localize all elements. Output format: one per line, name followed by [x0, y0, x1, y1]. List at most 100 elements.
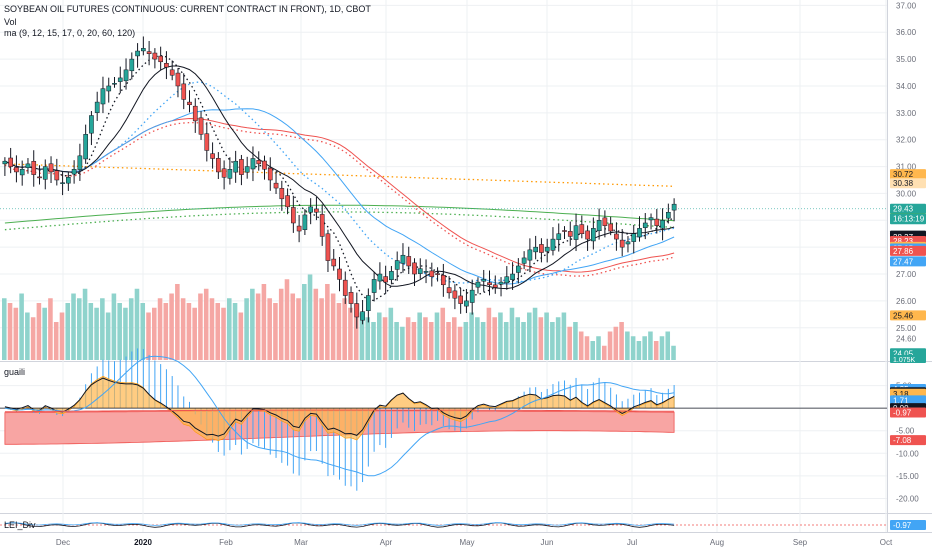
volume-bar — [192, 307, 197, 360]
volume-bar — [382, 317, 388, 360]
y-tick-label: 27.00 — [896, 270, 917, 279]
volume-bar — [244, 298, 249, 360]
volume-legend-label[interactable]: Vol — [4, 17, 17, 27]
volume-bar — [405, 317, 411, 360]
volume-bar — [602, 345, 607, 360]
candle-body — [198, 117, 204, 135]
candle-body — [285, 195, 290, 208]
candle-body — [135, 50, 140, 57]
volume-bar — [255, 293, 261, 360]
symbol-title[interactable]: SOYBEAN OIL FUTURES (CONTINUOUS: CURRENT… — [4, 4, 371, 14]
volume-bar — [503, 322, 509, 360]
y-tick-label: 33.00 — [896, 109, 917, 118]
osc-value-tag — [890, 395, 926, 406]
osc-value-tag-label: 1.71 — [893, 396, 909, 405]
candle-body — [158, 55, 163, 63]
candle-body — [31, 161, 37, 175]
candle-body — [596, 220, 602, 231]
osc-value-tag-label: -0.97 — [893, 409, 912, 418]
candle-body — [527, 249, 533, 261]
candle-body — [227, 169, 233, 179]
candle-body — [331, 258, 337, 267]
volume-bar — [250, 288, 255, 360]
volume-bar — [596, 336, 601, 360]
price-tag-label: 28.23 — [893, 237, 914, 246]
volume-bar — [65, 303, 71, 360]
candle-body — [637, 228, 642, 238]
lei-line — [4, 522, 675, 528]
volume-bar — [394, 322, 399, 360]
x-tick-label: Jul — [627, 538, 637, 547]
ma-legend-label[interactable]: ma (9, 12, 15, 17, 0, 20, 60, 120) — [4, 28, 136, 38]
volume-bar — [365, 317, 371, 360]
volume-bar — [561, 312, 567, 360]
candle-body — [429, 270, 435, 277]
volume-bar — [613, 326, 619, 360]
volume-bar — [532, 307, 538, 360]
candle-body — [614, 233, 619, 240]
volume-bar — [353, 303, 359, 360]
candle-body — [452, 290, 458, 299]
volume-tag-label: 1.075K — [893, 357, 916, 364]
candle-body — [366, 295, 371, 311]
volume-bar — [296, 298, 301, 360]
volume-bar — [550, 322, 555, 360]
candle-body — [302, 214, 308, 230]
lei-div-legend-label[interactable]: LEI_Div — [4, 520, 36, 530]
volume-bar — [428, 322, 434, 360]
candle-body — [19, 169, 25, 176]
volume-bar — [59, 312, 65, 360]
volume-bar — [163, 303, 169, 360]
candle-body — [94, 101, 100, 113]
candle-body — [417, 268, 423, 274]
y-tick-label: 31.00 — [896, 163, 917, 172]
candle-body — [146, 51, 152, 54]
candle-body — [181, 83, 187, 100]
volume-bar — [463, 322, 469, 360]
osc-value-tag-label: 3.18 — [893, 390, 909, 399]
guaili-legend-label[interactable]: guaili — [4, 367, 26, 377]
candle-body — [608, 223, 613, 232]
candle-body — [406, 256, 412, 267]
y-tick-label: 25.00 — [896, 324, 917, 333]
candle-body — [100, 88, 106, 105]
candle-body — [175, 72, 181, 87]
candle-body — [550, 238, 556, 251]
volume-bar — [630, 336, 636, 360]
price-tag — [890, 169, 926, 180]
candle-body — [342, 279, 348, 296]
volume-bar — [146, 312, 151, 360]
candle-body — [504, 276, 510, 284]
candle-body — [539, 244, 544, 253]
candle-body — [400, 254, 406, 264]
price-tag — [890, 245, 926, 256]
volume-bar — [671, 345, 676, 360]
osc-black-line — [4, 377, 675, 437]
osc-tick-label: -10.00 — [896, 449, 919, 458]
volume-bar — [440, 307, 446, 360]
candle-body — [319, 214, 325, 237]
volume-bar — [111, 293, 117, 360]
volume-bar — [215, 303, 221, 360]
x-tick-label: Apr — [380, 538, 393, 547]
candle-body — [469, 289, 475, 303]
volume-bar — [555, 317, 561, 360]
y-tick-label: 35.00 — [896, 55, 917, 64]
candle-body — [602, 217, 608, 226]
ma-blue-dotted-line — [4, 81, 675, 284]
volume-bar — [498, 312, 503, 360]
volume-bar — [434, 312, 440, 360]
candle-body — [204, 133, 210, 151]
volume-bar — [359, 312, 365, 360]
volume-bar — [544, 312, 549, 360]
x-tick-label: 2020 — [134, 538, 152, 547]
volume-bar — [284, 279, 290, 360]
volume-bar — [475, 317, 480, 360]
lei-value-tag — [890, 520, 926, 530]
volume-bar — [642, 336, 647, 360]
volume-bar — [388, 307, 394, 360]
volume-bar — [36, 303, 42, 360]
volume-bar — [521, 322, 526, 360]
candle-body — [642, 222, 648, 228]
